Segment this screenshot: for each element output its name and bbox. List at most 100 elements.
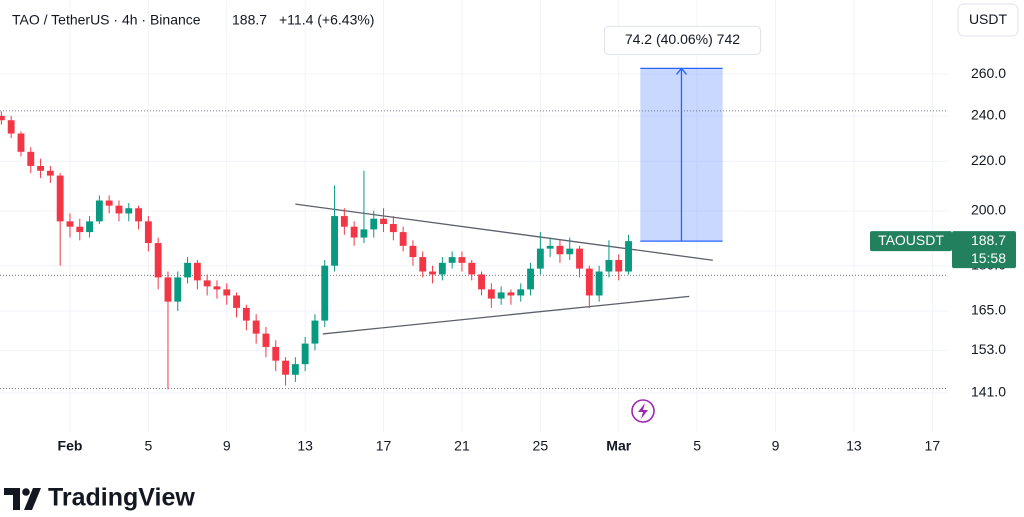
candle-body [213, 286, 221, 290]
logo-part [4, 488, 20, 510]
candle-body [615, 259, 623, 272]
currency-label[interactable]: USDT [969, 11, 1008, 27]
candle-body [301, 343, 309, 365]
y-tick-label: 200.0 [971, 202, 1006, 218]
candle-body [86, 221, 93, 233]
currency-button[interactable]: USDT [957, 3, 1019, 37]
x-tick-label: 13 [297, 438, 313, 454]
candle-body [105, 200, 113, 206]
lightning-bolt[interactable] [638, 403, 648, 419]
candle-body [27, 151, 35, 166]
brand-logo [4, 488, 41, 510]
candle-body [448, 257, 456, 263]
candle-body [272, 346, 280, 361]
candle-body [174, 277, 182, 302]
candle-body [184, 262, 191, 278]
measure-label: 74.2 (40.06%) 742 [625, 31, 740, 47]
candle-body [487, 289, 495, 299]
x-tick-label: 25 [533, 438, 549, 454]
candle-body [360, 229, 368, 238]
x-tick-label: 5 [144, 438, 152, 454]
y-tick-label: 165.0 [971, 302, 1006, 318]
candle-body [125, 208, 133, 214]
grid [0, 0, 948, 432]
drawings: 74.2 (40.06%) 742 [295, 25, 761, 335]
measure-label-bg [603, 25, 761, 55]
candles [0, 111, 632, 390]
y-tick-label: 240.0 [971, 107, 1006, 123]
candle-body [95, 200, 103, 222]
trendline [322, 295, 690, 335]
candle-body [517, 289, 525, 296]
candle-body [585, 268, 593, 296]
x-tick-label: Mar [606, 438, 631, 454]
measure-arrow-head [675, 67, 687, 75]
x-tick-label: 9 [772, 438, 780, 454]
candle-body [507, 292, 515, 296]
candle-body [164, 277, 172, 302]
candle-body [340, 216, 348, 227]
candle-body [576, 248, 583, 269]
candle-body [115, 205, 123, 214]
candle-body [478, 274, 485, 290]
candle-body [409, 245, 417, 258]
candle-body [311, 320, 319, 344]
candle-body [135, 208, 142, 222]
candle-body [438, 262, 446, 275]
logo-part [24, 488, 41, 510]
candle-body [350, 226, 358, 238]
price-label-bg [952, 231, 1016, 269]
y-tick-label: 141.0 [971, 384, 1006, 400]
candle-body [497, 292, 505, 299]
candle-body [458, 257, 466, 263]
symbol-label: TAOUSDT [878, 232, 944, 248]
axes: 141.0153.0165.0180.0200.0220.0240.0260.0… [58, 65, 1016, 454]
x-tick-label: 5 [693, 438, 701, 454]
candle-body [242, 307, 250, 321]
candle-body [429, 271, 436, 275]
y-tick-label: 153.0 [971, 341, 1006, 357]
candle-body [468, 262, 476, 275]
candle-body [233, 295, 240, 308]
candle-body [536, 248, 544, 269]
x-tick-label: 21 [454, 438, 470, 454]
x-tick-label: 9 [223, 438, 231, 454]
x-tick-label: 17 [925, 438, 941, 454]
countdown-label: 15:58 [971, 250, 1006, 266]
candle-body [321, 265, 329, 321]
candle-body [0, 115, 5, 121]
y-tick-label: 220.0 [971, 152, 1006, 168]
currency-button-bg[interactable] [957, 3, 1019, 37]
candle-body [566, 248, 574, 255]
candle-body [291, 364, 299, 375]
logo-part [22, 488, 30, 496]
header-price: 188.7 [232, 12, 267, 28]
chart-title: TAO / TetherUS · 4h · Binance [12, 12, 201, 28]
candle-body [331, 216, 338, 266]
candle-body [527, 268, 534, 290]
candle-body [556, 245, 564, 255]
candle-body [262, 333, 270, 347]
candle-body [37, 165, 44, 171]
candle-body [595, 271, 603, 296]
x-tick-label: 13 [846, 438, 862, 454]
brand-name: TradingView [48, 484, 195, 512]
candle-body [144, 221, 152, 244]
candle-body [7, 120, 15, 134]
candle-body [223, 289, 231, 296]
candle-body [605, 259, 613, 272]
candle-body [66, 221, 74, 227]
candle-body [419, 257, 427, 272]
candle-body [193, 262, 201, 281]
symbol-label-bg [870, 231, 952, 252]
candle-body [625, 241, 632, 272]
candle-body [154, 243, 162, 278]
candle-body [370, 218, 378, 230]
lightning-icon[interactable] [631, 399, 655, 423]
candle-body [76, 226, 84, 233]
x-tick-label: 17 [376, 438, 392, 454]
chart-background [0, 0, 1024, 462]
y-tick-label: 260.0 [971, 65, 1006, 81]
candle-body [282, 360, 289, 375]
